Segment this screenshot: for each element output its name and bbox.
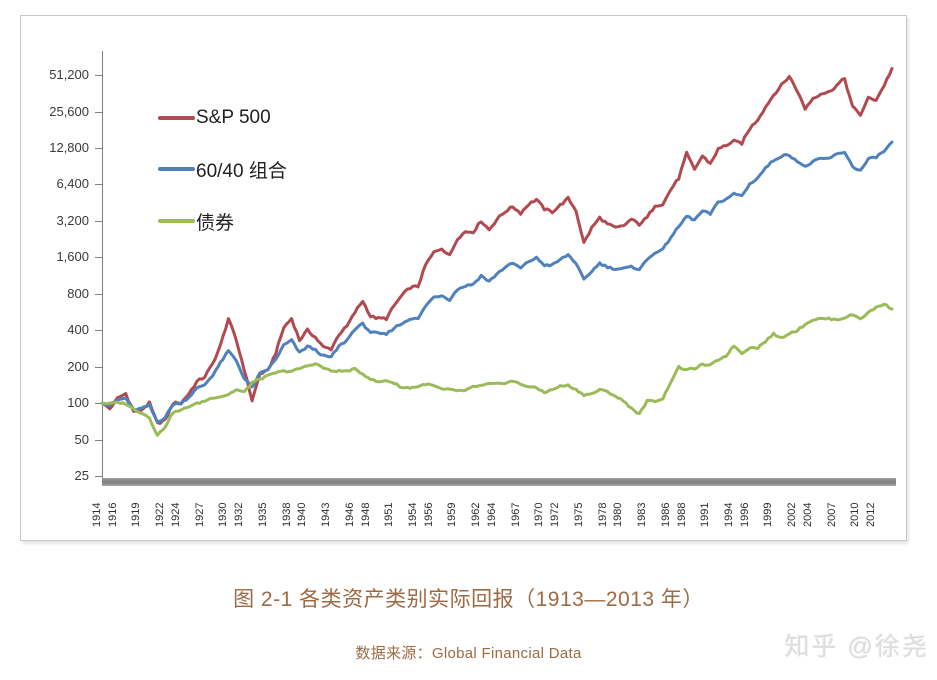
x-axis-tick-label: 2007 [825, 502, 838, 527]
y-axis-tick-label: 25,600 [49, 103, 89, 119]
figure-caption: 图 2-1 各类资产类别实际回报（1913—2013 年） [233, 588, 704, 611]
x-axis-tick-label: 2012 [865, 502, 878, 527]
y-axis-tick-label: 12,800 [49, 139, 89, 155]
y-axis-tick-label: 400 [67, 322, 89, 338]
x-axis-tick-label: 1938 [280, 502, 293, 527]
y-axis-tick-label: 25 [74, 468, 89, 483]
x-axis-tick-label: 1935 [256, 502, 269, 527]
series-line-60-40-portfolio [100, 140, 894, 424]
data-source-note: 数据来源：Global Financial Data [355, 645, 582, 662]
x-axis-tick-label: 1943 [320, 502, 332, 527]
x-axis-tick-label: 1962 [470, 502, 483, 527]
x-axis-tick-label: 1956 [422, 502, 435, 527]
x-axis-tick-label: 1978 [596, 502, 609, 527]
x-axis-tick-label: 1924 [169, 502, 182, 527]
legend-swatch [158, 116, 195, 120]
legend-label: S&P 500 [196, 107, 271, 128]
x-axis-tick-label: 1951 [383, 502, 396, 527]
x-axis-tick-label: 1986 [659, 502, 672, 527]
plot-area [100, 67, 894, 437]
x-axis-tick-label: 1919 [130, 502, 143, 527]
x-axis-tick-label: 1959 [446, 502, 459, 527]
x-axis-tick-label: 1967 [509, 502, 522, 527]
x-axis-tick-label: 1983 [636, 502, 648, 527]
x-axis-tick-label: 1991 [699, 502, 712, 527]
y-axis-tick-mark [95, 75, 102, 77]
x-axis-tick-label: 1999 [762, 502, 775, 527]
y-axis-tick-mark [95, 403, 102, 405]
legend-swatch [158, 219, 195, 223]
legend-item: S&P 500 [158, 107, 271, 129]
x-axis-tick-label: 1994 [722, 502, 735, 527]
series-line-bonds [100, 302, 894, 437]
y-axis-tick-mark [95, 366, 102, 368]
x-axis-band [102, 478, 896, 486]
x-axis-tick-label: 1932 [233, 502, 246, 527]
x-axis-tick-label: 1975 [572, 502, 585, 527]
legend-item: 债券 [158, 210, 235, 234]
y-axis-tick-label: 1,600 [56, 249, 89, 265]
legend-label: 60/40 组合 [196, 160, 287, 182]
legend-item: 60/40 组合 [158, 158, 287, 182]
x-axis-tick-label: 1916 [106, 502, 119, 527]
x-axis-tick-label: 1964 [485, 502, 498, 527]
x-axis-tick-label: 1980 [612, 502, 625, 527]
y-axis-tick-mark [95, 257, 102, 259]
series-line-sp500 [100, 67, 894, 425]
y-axis-tick-label: 200 [67, 358, 89, 374]
x-axis-tick-label: 2010 [849, 502, 862, 527]
y-axis-tick-mark [95, 184, 102, 186]
legend-label: 债券 [196, 212, 235, 234]
y-axis-line [102, 51, 103, 478]
x-axis-tick-label: 1988 [675, 502, 688, 527]
watermark: 知乎 @徐尧 [784, 633, 929, 661]
x-axis-tick-label: 1914 [90, 502, 103, 527]
y-axis-tick-mark [95, 111, 102, 113]
x-axis-tick-label: 1940 [296, 502, 309, 527]
y-axis-tick-label: 3,200 [56, 212, 89, 228]
x-axis-tick-label: 1922 [154, 502, 167, 527]
y-axis-tick-label: 50 [74, 431, 89, 447]
x-axis-tick-label: 1972 [549, 502, 562, 527]
x-axis-tick-label: 1930 [217, 502, 230, 527]
y-axis-tick-mark [95, 439, 102, 441]
y-axis-tick-mark [95, 220, 102, 222]
x-axis-tick-label: 1970 [533, 502, 546, 527]
y-axis-tick-mark [95, 293, 102, 295]
y-axis-tick-label: 51,200 [49, 67, 89, 83]
y-axis-tick-mark [95, 330, 102, 332]
x-axis-tick-label: 2004 [801, 502, 814, 527]
y-axis-tick-label: 100 [67, 395, 89, 411]
legend-swatch [158, 167, 195, 171]
x-axis-tick-label: 1954 [406, 502, 419, 527]
y-axis-tick-label: 800 [67, 285, 89, 301]
x-axis-tick-label: 2002 [786, 502, 799, 527]
y-axis-tick-mark [95, 147, 102, 149]
y-axis-tick-mark [95, 476, 102, 477]
x-axis-tick-label: 1948 [359, 502, 372, 527]
x-axis-tick-label: 1996 [738, 502, 751, 527]
y-axis-tick-label: 6,400 [56, 176, 89, 192]
x-axis-tick-label: 1927 [193, 502, 206, 527]
chart-frame: 25 50 100 200 400 800 1,600 3,200 6,400 12,800 25,… [20, 15, 907, 541]
x-axis-tick-label: 1946 [343, 502, 356, 527]
